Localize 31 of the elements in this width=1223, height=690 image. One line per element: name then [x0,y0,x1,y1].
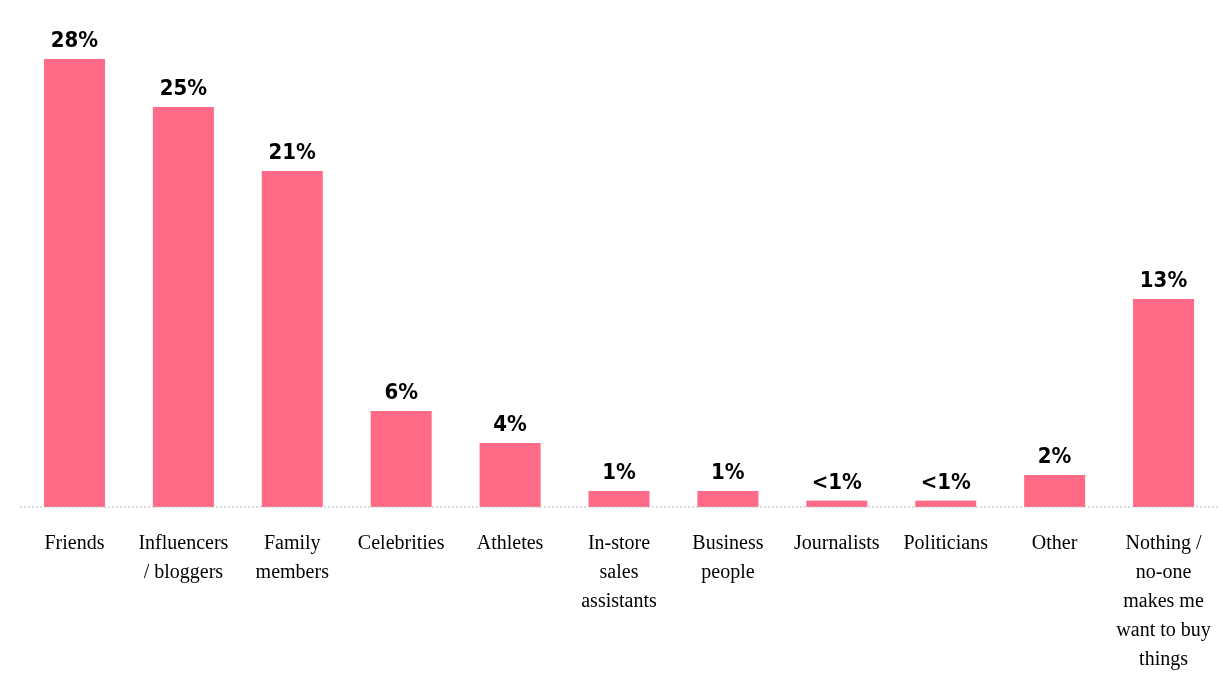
x-tick-label: Family members [255,531,330,582]
x-tick-label: In-store sales assistants [581,531,657,611]
data-label: 2% [1037,443,1072,468]
bar [479,443,541,507]
bar [697,491,759,507]
data-label: 1% [711,459,745,484]
bar [43,59,105,507]
x-tick-label: Friends [44,531,105,553]
data-label: 6% [384,379,419,404]
x-tick-label: Athletes [476,531,544,553]
data-label: 28% [50,27,99,52]
x-tick-label: Other [1031,531,1078,553]
bar [370,411,432,507]
x-tick-label: Business people [692,531,764,583]
x-tick-label: Celebrities [357,531,445,553]
data-label: 4% [493,411,528,436]
bar [1133,299,1195,507]
x-tick-label: Journalists [794,531,880,553]
bar [588,491,650,507]
bar [261,171,323,507]
data-label: 25% [159,75,208,100]
x-tick-label: Politicians [903,531,989,553]
data-label: <1% [920,468,971,494]
x-tick-label: Influencers / bloggers [138,531,229,583]
bar [152,107,214,507]
data-label: 13% [1139,267,1188,292]
data-label: <1% [811,468,863,494]
data-label: 21% [268,139,317,164]
bar [1024,475,1086,507]
data-label: 1% [602,459,636,484]
x-tick-label: Nothing / no-one makes me want to buy things [1116,531,1211,670]
